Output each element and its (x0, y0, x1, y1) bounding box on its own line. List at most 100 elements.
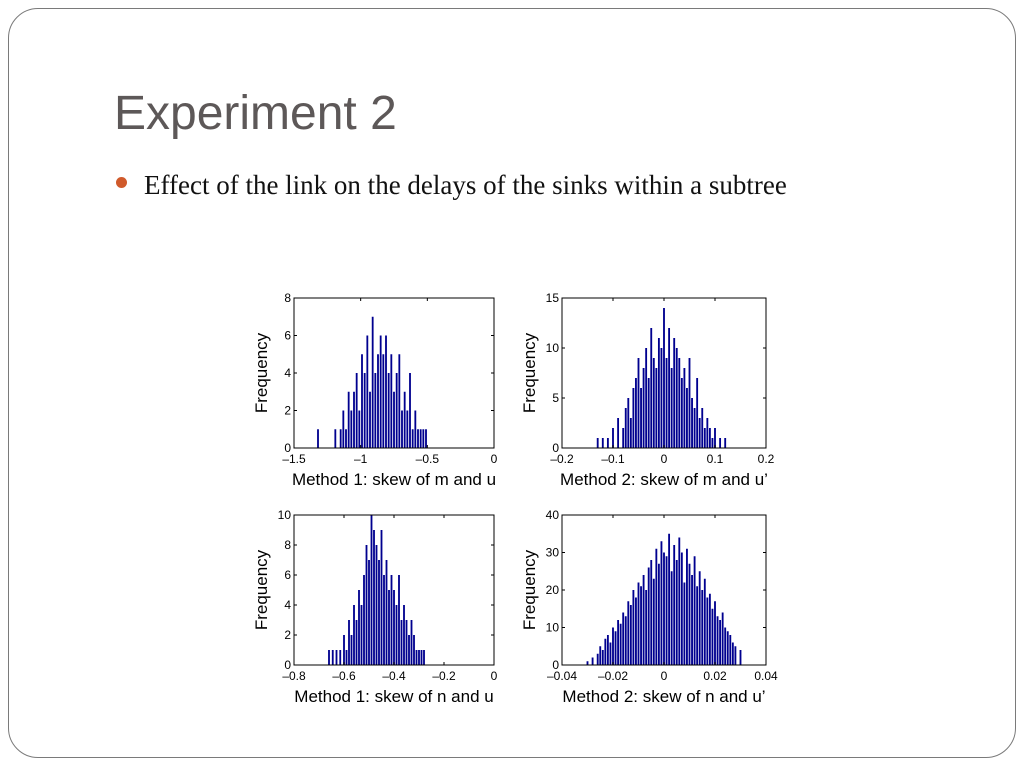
bar (696, 378, 699, 448)
y-tick-label: 0 (552, 658, 559, 672)
bar (420, 650, 423, 665)
x-tick-label: –0.04 (547, 669, 577, 683)
bar (734, 646, 737, 665)
bar (353, 391, 355, 448)
bar (358, 410, 361, 448)
bar (703, 428, 706, 448)
bar (652, 578, 655, 665)
bar (655, 548, 658, 665)
y-axis-label: Frequency (252, 549, 271, 630)
bar (373, 530, 375, 665)
bar (680, 552, 683, 665)
bar (701, 590, 704, 665)
bar (635, 378, 637, 448)
bar (348, 620, 350, 665)
y-tick-label: 6 (284, 568, 291, 582)
bar (400, 620, 403, 665)
bar (627, 398, 630, 448)
x-tick-label: 0 (491, 452, 498, 466)
bar (637, 358, 640, 448)
bar (642, 575, 645, 665)
bar (731, 642, 734, 665)
bar (371, 316, 374, 448)
bar (350, 635, 353, 665)
bar (706, 597, 709, 665)
bar (417, 429, 419, 448)
bar (591, 657, 594, 665)
y-tick-label: 0 (552, 441, 559, 455)
bar (657, 563, 660, 665)
bar (350, 410, 353, 448)
bar (652, 358, 655, 448)
bar (680, 378, 683, 448)
bar (719, 620, 722, 665)
bar (711, 438, 714, 448)
x-tick-label: –0.5 (416, 452, 440, 466)
y-tick-label: 10 (546, 341, 560, 355)
x-tick-label: 0.1 (707, 452, 724, 466)
slide-frame (8, 8, 1016, 758)
bar (599, 646, 602, 665)
bar (647, 567, 650, 665)
y-axis-label: Frequency (520, 549, 539, 630)
x-tick-label: 0.04 (754, 669, 778, 683)
bar (675, 560, 678, 665)
bar (711, 608, 714, 665)
bar (609, 642, 612, 665)
bar (331, 650, 334, 665)
bar (363, 575, 365, 665)
bar (383, 575, 385, 665)
bar (368, 560, 370, 665)
bars (317, 316, 427, 448)
bar (714, 428, 716, 448)
bar (388, 590, 390, 665)
bars (596, 308, 727, 448)
bar (343, 635, 345, 665)
x-tick-label: –0.02 (598, 669, 628, 683)
bar (663, 552, 665, 665)
bar (665, 358, 668, 448)
bar (419, 429, 422, 448)
bar (632, 590, 635, 665)
bar (624, 408, 627, 448)
bar (693, 556, 696, 665)
bar (724, 627, 727, 665)
bar (647, 378, 650, 448)
bar (369, 391, 371, 448)
bar (398, 354, 401, 448)
y-tick-label: 4 (284, 598, 291, 612)
bar (670, 571, 673, 665)
bar (375, 545, 378, 665)
bar (395, 373, 398, 448)
bars (328, 515, 425, 665)
bar (629, 605, 632, 665)
bar (614, 631, 617, 665)
bar (374, 373, 377, 448)
bar (698, 571, 701, 665)
bar (624, 616, 627, 665)
bar (683, 368, 686, 448)
x-tick-label: 0.02 (703, 669, 727, 683)
y-tick-label: 0 (284, 658, 291, 672)
y-axis-label: Frequency (252, 332, 271, 413)
bar (612, 627, 614, 665)
x-tick-label: 0 (661, 669, 668, 683)
bar (683, 582, 686, 665)
bar (604, 638, 607, 665)
y-tick-label: 10 (546, 621, 560, 635)
bar (345, 650, 348, 665)
bar (403, 605, 405, 665)
bar (413, 635, 415, 665)
bar (668, 328, 671, 448)
bar (739, 650, 742, 665)
bar (632, 388, 635, 448)
x-tick-label: –0.2 (550, 452, 574, 466)
histogram-method1-m-u: –1.5 –1 –0.5 0 0 2 4 6 8 Method 1: skew of m and … (252, 291, 498, 489)
bar (617, 418, 620, 448)
y-tick-label: 30 (546, 546, 560, 560)
bar (601, 438, 604, 448)
bar (415, 650, 418, 665)
bar (629, 418, 632, 448)
bar (361, 354, 363, 448)
bar (721, 612, 724, 665)
